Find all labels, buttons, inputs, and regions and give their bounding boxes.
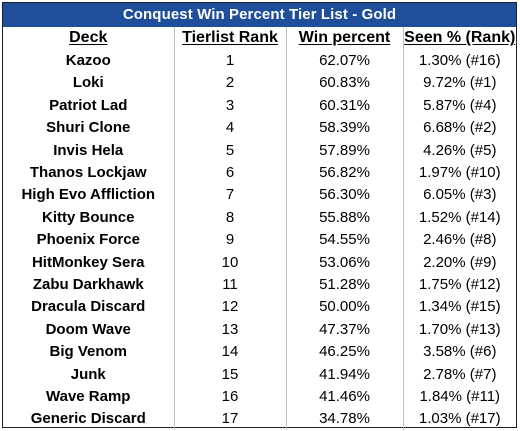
deck-name-cell: Kitty Bounce <box>3 206 175 229</box>
deck-name-cell: Thanos Lockjaw <box>3 161 175 184</box>
table-row: Thanos Lockjaw 6 56.82% 1.97% (#10) <box>3 161 516 184</box>
column-header-tierlist-rank: Tierlist Rank <box>174 27 287 50</box>
tierlist-rank-cell: 9 <box>174 228 287 251</box>
table-row: Patriot Lad 3 60.31% 5.87% (#4) <box>3 94 516 117</box>
win-percent-cell: 56.30% <box>286 183 404 207</box>
tierlist-rank-cell: 15 <box>174 362 287 386</box>
deck-name-cell: HitMonkey Sera <box>3 250 175 274</box>
table-body: Kazoo 1 62.07% 1.30% (#16) Loki 2 60.83% 9.72% … <box>3 49 516 431</box>
win-percent-cell: 34.78% <box>286 407 404 431</box>
deck-name-cell: Generic Discard <box>3 407 175 431</box>
deck-name-cell: Big Venom <box>3 340 175 363</box>
seen-percent-cell: 1.52% (#14) <box>418 208 501 226</box>
tierlist-rank-cell: 11 <box>174 273 287 296</box>
deck-name-cell: Loki <box>3 71 175 95</box>
win-percent-cell: 58.39% <box>286 116 404 139</box>
tierlist-rank-cell: 13 <box>174 318 287 341</box>
header-row: Deck Tierlist Rank Win percent Seen % (R… <box>3 27 516 50</box>
seen-percent-cell: 6.05% (#3) <box>423 186 497 204</box>
win-percent-cell: 46.25% <box>286 340 404 363</box>
table-row: High Evo Affliction 7 56.30% 6.05% (#3) <box>3 183 516 207</box>
table-row: Zabu Darkhawk 11 51.28% 1.75% (#12) <box>3 273 516 296</box>
deck-name-cell: Junk <box>3 362 175 386</box>
sheet-title: Conquest Win Percent Tier List - Gold <box>3 3 516 27</box>
win-percent-cell: 57.89% <box>286 138 404 162</box>
seen-percent-cell: 1.34% (#15) <box>418 298 501 316</box>
tierlist-rank-cell: 8 <box>174 206 287 229</box>
seen-percent-cell: 1.97% (#10) <box>418 164 501 182</box>
win-percent-cell: 55.88% <box>286 206 404 229</box>
win-percent-cell: 60.31% <box>286 94 404 117</box>
deck-name-cell: Shuri Clone <box>3 116 175 139</box>
seen-percent-cell: 6.68% (#2) <box>423 119 497 137</box>
tierlist-rank-cell: 6 <box>174 161 287 184</box>
deck-name-cell: Phoenix Force <box>3 228 175 251</box>
table-row: Invis Hela 5 57.89% 4.26% (#5) <box>3 138 516 162</box>
deck-name-cell: Patriot Lad <box>3 94 175 117</box>
table-row: Generic Discard 17 34.78% 1.03% (#17) <box>3 407 516 431</box>
table-row: Shuri Clone 4 58.39% 6.68% (#2) <box>3 116 516 139</box>
win-percent-cell: 62.07% <box>286 49 404 72</box>
column-header-deck: Deck <box>3 27 175 50</box>
table-row: Kazoo 1 62.07% 1.30% (#16) <box>3 49 516 72</box>
tierlist-rank-cell: 14 <box>174 340 287 363</box>
tierlist-rank-cell: 5 <box>174 138 287 162</box>
table-row: Loki 2 60.83% 9.72% (#1) <box>3 71 516 95</box>
tierlist-rank-cell: 4 <box>174 116 287 139</box>
deck-name-cell: Zabu Darkhawk <box>3 273 175 296</box>
seen-percent-cell: 1.75% (#12) <box>418 275 501 293</box>
tierlist-rank-cell: 10 <box>174 250 287 274</box>
seen-percent-cell: 2.46% (#8) <box>423 231 497 249</box>
deck-name-cell: High Evo Affliction <box>3 183 175 207</box>
table-row: Wave Ramp 16 41.46% 1.84% (#11) <box>3 385 516 408</box>
table-row: Phoenix Force 9 54.55% 2.46% (#8) <box>3 228 516 251</box>
seen-percent-cell: 1.70% (#13) <box>418 320 501 338</box>
seen-percent-cell: 9.72% (#1) <box>423 74 497 92</box>
deck-name-cell: Dracula Discard <box>3 295 175 319</box>
tierlist-rank-cell: 1 <box>174 49 287 72</box>
win-percent-cell: 51.28% <box>286 273 404 296</box>
seen-percent-cell: 1.03% (#17) <box>418 410 501 428</box>
table-row: Junk 15 41.94% 2.78% (#7) <box>3 362 516 386</box>
seen-percent-cell: 5.87% (#4) <box>423 96 497 114</box>
win-percent-cell: 56.82% <box>286 161 404 184</box>
column-header-win-percent: Win percent <box>286 27 404 50</box>
seen-percent-cell: 3.58% (#6) <box>423 343 497 361</box>
tier-list-table: Deck Tierlist Rank Win percent Seen % (R… <box>3 27 516 431</box>
table-row: Doom Wave 13 47.37% 1.70% (#13) <box>3 318 516 341</box>
seen-percent-cell: 1.30% (#16) <box>418 52 501 70</box>
win-percent-cell: 54.55% <box>286 228 404 251</box>
seen-percent-cell: 2.78% (#7) <box>423 365 497 383</box>
win-percent-cell: 47.37% <box>286 318 404 341</box>
table-row: HitMonkey Sera 10 53.06% 2.20% (#9) <box>3 250 516 274</box>
tierlist-rank-cell: 7 <box>174 183 287 207</box>
column-header-seen-percent: Seen % (Rank) <box>404 29 516 47</box>
seen-percent-cell: 1.84% (#11) <box>419 387 501 405</box>
seen-percent-cell: 2.20% (#9) <box>423 253 497 271</box>
tierlist-rank-cell: 17 <box>174 407 287 431</box>
win-percent-cell: 41.94% <box>286 362 404 386</box>
win-percent-cell: 60.83% <box>286 71 404 95</box>
seen-percent-cell: 4.26% (#5) <box>423 141 497 159</box>
win-percent-cell: 50.00% <box>286 295 404 319</box>
table-row: Dracula Discard 12 50.00% 1.34% (#15) <box>3 295 516 319</box>
tierlist-rank-cell: 12 <box>174 295 287 319</box>
table-row: Kitty Bounce 8 55.88% 1.52% (#14) <box>3 206 516 229</box>
deck-name-cell: Kazoo <box>3 49 175 72</box>
win-percent-cell: 53.06% <box>286 250 404 274</box>
deck-name-cell: Invis Hela <box>3 138 175 162</box>
tierlist-rank-cell: 16 <box>174 385 287 408</box>
win-percent-cell: 41.46% <box>286 385 404 408</box>
tierlist-rank-cell: 3 <box>174 94 287 117</box>
table-row: Big Venom 14 46.25% 3.58% (#6) <box>3 340 516 363</box>
tierlist-rank-cell: 2 <box>174 71 287 95</box>
deck-name-cell: Wave Ramp <box>3 385 175 408</box>
deck-name-cell: Doom Wave <box>3 318 175 341</box>
